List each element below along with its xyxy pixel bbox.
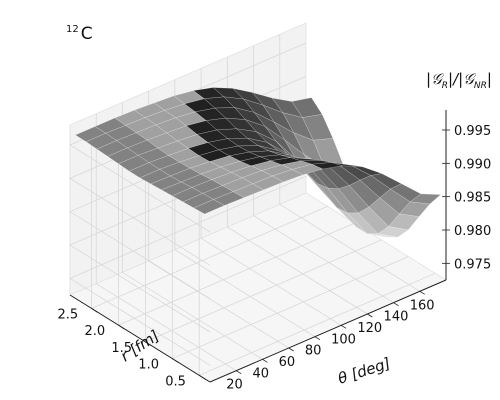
- y-tick-label: 120: [357, 321, 382, 336]
- x-tick-label: 1.5: [111, 341, 132, 356]
- grid-line-theta: [279, 34, 420, 292]
- x-tick-mark: [91, 308, 98, 313]
- y-tick-label: 80: [305, 344, 322, 359]
- z-tick-label: 0.995: [454, 124, 491, 139]
- x-tick-label: 0.5: [165, 374, 186, 389]
- y-axis-label: θ [deg]: [336, 354, 393, 388]
- y-tick-label: 100: [331, 332, 356, 347]
- y-tick-label: 60: [279, 355, 296, 370]
- surface-mesh: [75, 87, 442, 238]
- z-tick-label: 0.985: [454, 191, 491, 206]
- chart-title: 12 C: [66, 24, 93, 44]
- grid-line-z: [69, 42, 307, 233]
- x-tick-mark: [172, 358, 179, 363]
- z-tick-label: 0.980: [454, 224, 491, 239]
- y-tick-label: 140: [384, 310, 409, 325]
- y-tick-mark: [262, 358, 268, 363]
- x-tick-label: 2.0: [84, 324, 105, 339]
- x-tick-mark: [199, 374, 206, 380]
- y-tick-label: 40: [252, 366, 269, 381]
- y-tick-mark: [288, 347, 294, 352]
- z-tick-label: 0.990: [454, 157, 491, 172]
- x-tick-label: 1.0: [138, 358, 159, 373]
- x-tick-label: 2.5: [58, 307, 79, 322]
- grid-line-theta: [95, 113, 237, 372]
- surface-patch: [193, 199, 225, 215]
- y-tick-mark: [367, 313, 373, 318]
- grid-line-z: [69, 175, 307, 366]
- x-tick-mark: [145, 341, 152, 347]
- y-tick-mark: [393, 302, 399, 307]
- z-axis-label: |𝒢R|/|𝒢NR|: [426, 70, 492, 91]
- z-tick-label: 0.975: [454, 257, 491, 272]
- y-tick-mark: [236, 370, 242, 375]
- y-axis-line: [209, 279, 447, 383]
- y-tick-label: 160: [410, 298, 435, 313]
- x-tick-mark: [118, 324, 125, 330]
- y-tick-label: 20: [226, 378, 243, 393]
- y-tick-mark: [314, 336, 321, 341]
- y-tick-mark: [340, 324, 347, 329]
- y-tick-mark: [419, 290, 425, 295]
